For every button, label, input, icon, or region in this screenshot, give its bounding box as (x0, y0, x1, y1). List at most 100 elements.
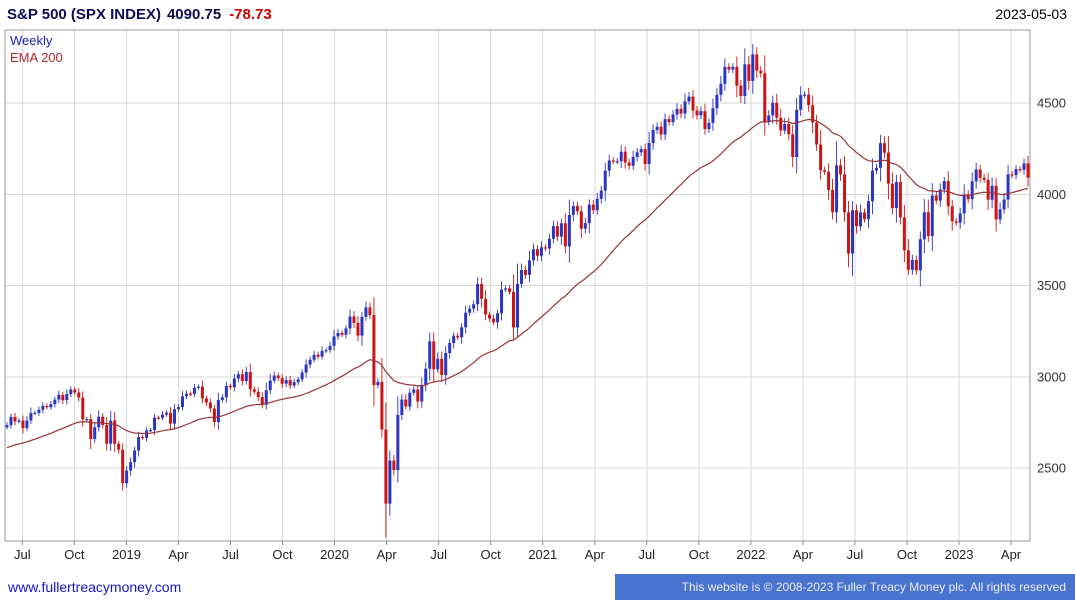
candle-body (37, 409, 41, 413)
candle-body (858, 212, 862, 227)
candle-body (579, 211, 583, 229)
candle-body (1002, 199, 1006, 210)
as-of-date: 2023-05-03 (995, 6, 1067, 22)
candle-body (922, 212, 926, 240)
x-axis-label: Apr (1001, 547, 1022, 562)
candle-body (918, 239, 922, 271)
candle-body (500, 289, 504, 314)
candle-body (535, 249, 539, 256)
candle-body (571, 206, 575, 215)
candle-body (531, 249, 535, 261)
copyright-bar: This website is © 2008-2023 Fuller Treac… (615, 574, 1075, 600)
candle-body (49, 404, 53, 408)
candle-body (942, 181, 946, 190)
candle-body (827, 171, 831, 190)
candle-body (300, 372, 304, 380)
candle-body (930, 195, 934, 237)
candle-body (655, 126, 659, 131)
candle-body (711, 108, 715, 123)
copyright-text: This website is © 2008-2023 Fuller Treac… (681, 580, 1066, 594)
candle-body (137, 436, 141, 451)
candle-body (280, 378, 284, 384)
candle-body (667, 119, 671, 123)
candle-body (444, 353, 448, 376)
candle-body (978, 169, 982, 178)
candle-body (360, 316, 364, 336)
candle-body (974, 169, 978, 182)
candle-body (456, 335, 460, 338)
axis-labels-layer: 2500 3000 3500 4000 4500 Jul Oct 2019 Apr Jul Oct 2… (14, 96, 1066, 563)
candle-body (153, 417, 157, 431)
y-axis-label: 3000 (1037, 369, 1066, 384)
candle-body (783, 123, 787, 131)
price-chart[interactable]: 2500 3000 3500 4000 4500 Jul Oct 2019 Apr Jul Oct 2… (0, 24, 1075, 572)
x-axis-label: Jul (638, 547, 655, 562)
candle-body (882, 143, 886, 153)
candle-body (811, 105, 815, 123)
last-price: 4090.75 (166, 5, 222, 23)
chart-legend: Weekly EMA 200 (10, 32, 63, 66)
candle-body (886, 152, 890, 184)
candle-body (843, 174, 847, 213)
page-footer: www.fullertreacymoney.com This website i… (0, 574, 1075, 600)
candle-body (472, 304, 476, 309)
candle-body (340, 332, 344, 335)
candle-body (603, 170, 607, 191)
candle-body (344, 328, 348, 335)
candle-body (21, 420, 25, 429)
candle-body (795, 109, 799, 158)
candle-body (328, 345, 332, 351)
candle-body (145, 430, 149, 438)
candle-body (272, 375, 276, 381)
candle-body (157, 417, 161, 419)
candle-body (751, 54, 755, 81)
candle-body (296, 379, 300, 383)
candle-body (452, 335, 456, 343)
candle-body (404, 399, 408, 407)
candle-body (771, 102, 775, 116)
candle-body (627, 162, 631, 166)
candle-body (707, 122, 711, 130)
candle-body (874, 167, 878, 171)
x-axis-label: Oct (481, 547, 502, 562)
candle-body (516, 283, 519, 328)
x-axis-label: Oct (897, 547, 918, 562)
candle-body (220, 397, 224, 400)
candle-body (519, 269, 523, 284)
x-axis-label: 2019 (112, 547, 141, 562)
candle-body (631, 157, 635, 166)
candle-body (715, 94, 719, 109)
candle-body (492, 318, 496, 323)
candle-body (902, 217, 906, 251)
candle-body (591, 204, 595, 211)
candle-body (332, 336, 336, 346)
x-axis-label: Jul (14, 547, 31, 562)
candle-body (755, 54, 759, 71)
candle-body (73, 389, 77, 393)
candle-body (368, 307, 372, 316)
candle-body (448, 342, 452, 354)
x-axis-label: Apr (376, 547, 397, 562)
candle-body (855, 210, 859, 227)
candle-body (420, 384, 424, 402)
candle-body (559, 223, 563, 237)
candle-body (464, 312, 468, 328)
website-link[interactable]: www.fullertreacymoney.com (8, 579, 182, 595)
candle-body (384, 429, 388, 504)
candle-body (1026, 163, 1030, 178)
candle-body (25, 420, 29, 429)
candle-body (312, 354, 316, 360)
candle-body (292, 382, 296, 386)
candle-body (595, 198, 599, 211)
x-axis-label: Jul (222, 547, 239, 562)
candle-body (539, 247, 543, 256)
candle-body (619, 151, 623, 162)
candle-body (101, 416, 105, 425)
candle-body (679, 108, 683, 114)
candle-body (13, 416, 17, 422)
candle-body (121, 449, 125, 484)
x-axis-label: 2021 (528, 547, 557, 562)
candle-body (851, 210, 855, 254)
candle-body (412, 389, 416, 393)
candle-body (388, 460, 392, 504)
